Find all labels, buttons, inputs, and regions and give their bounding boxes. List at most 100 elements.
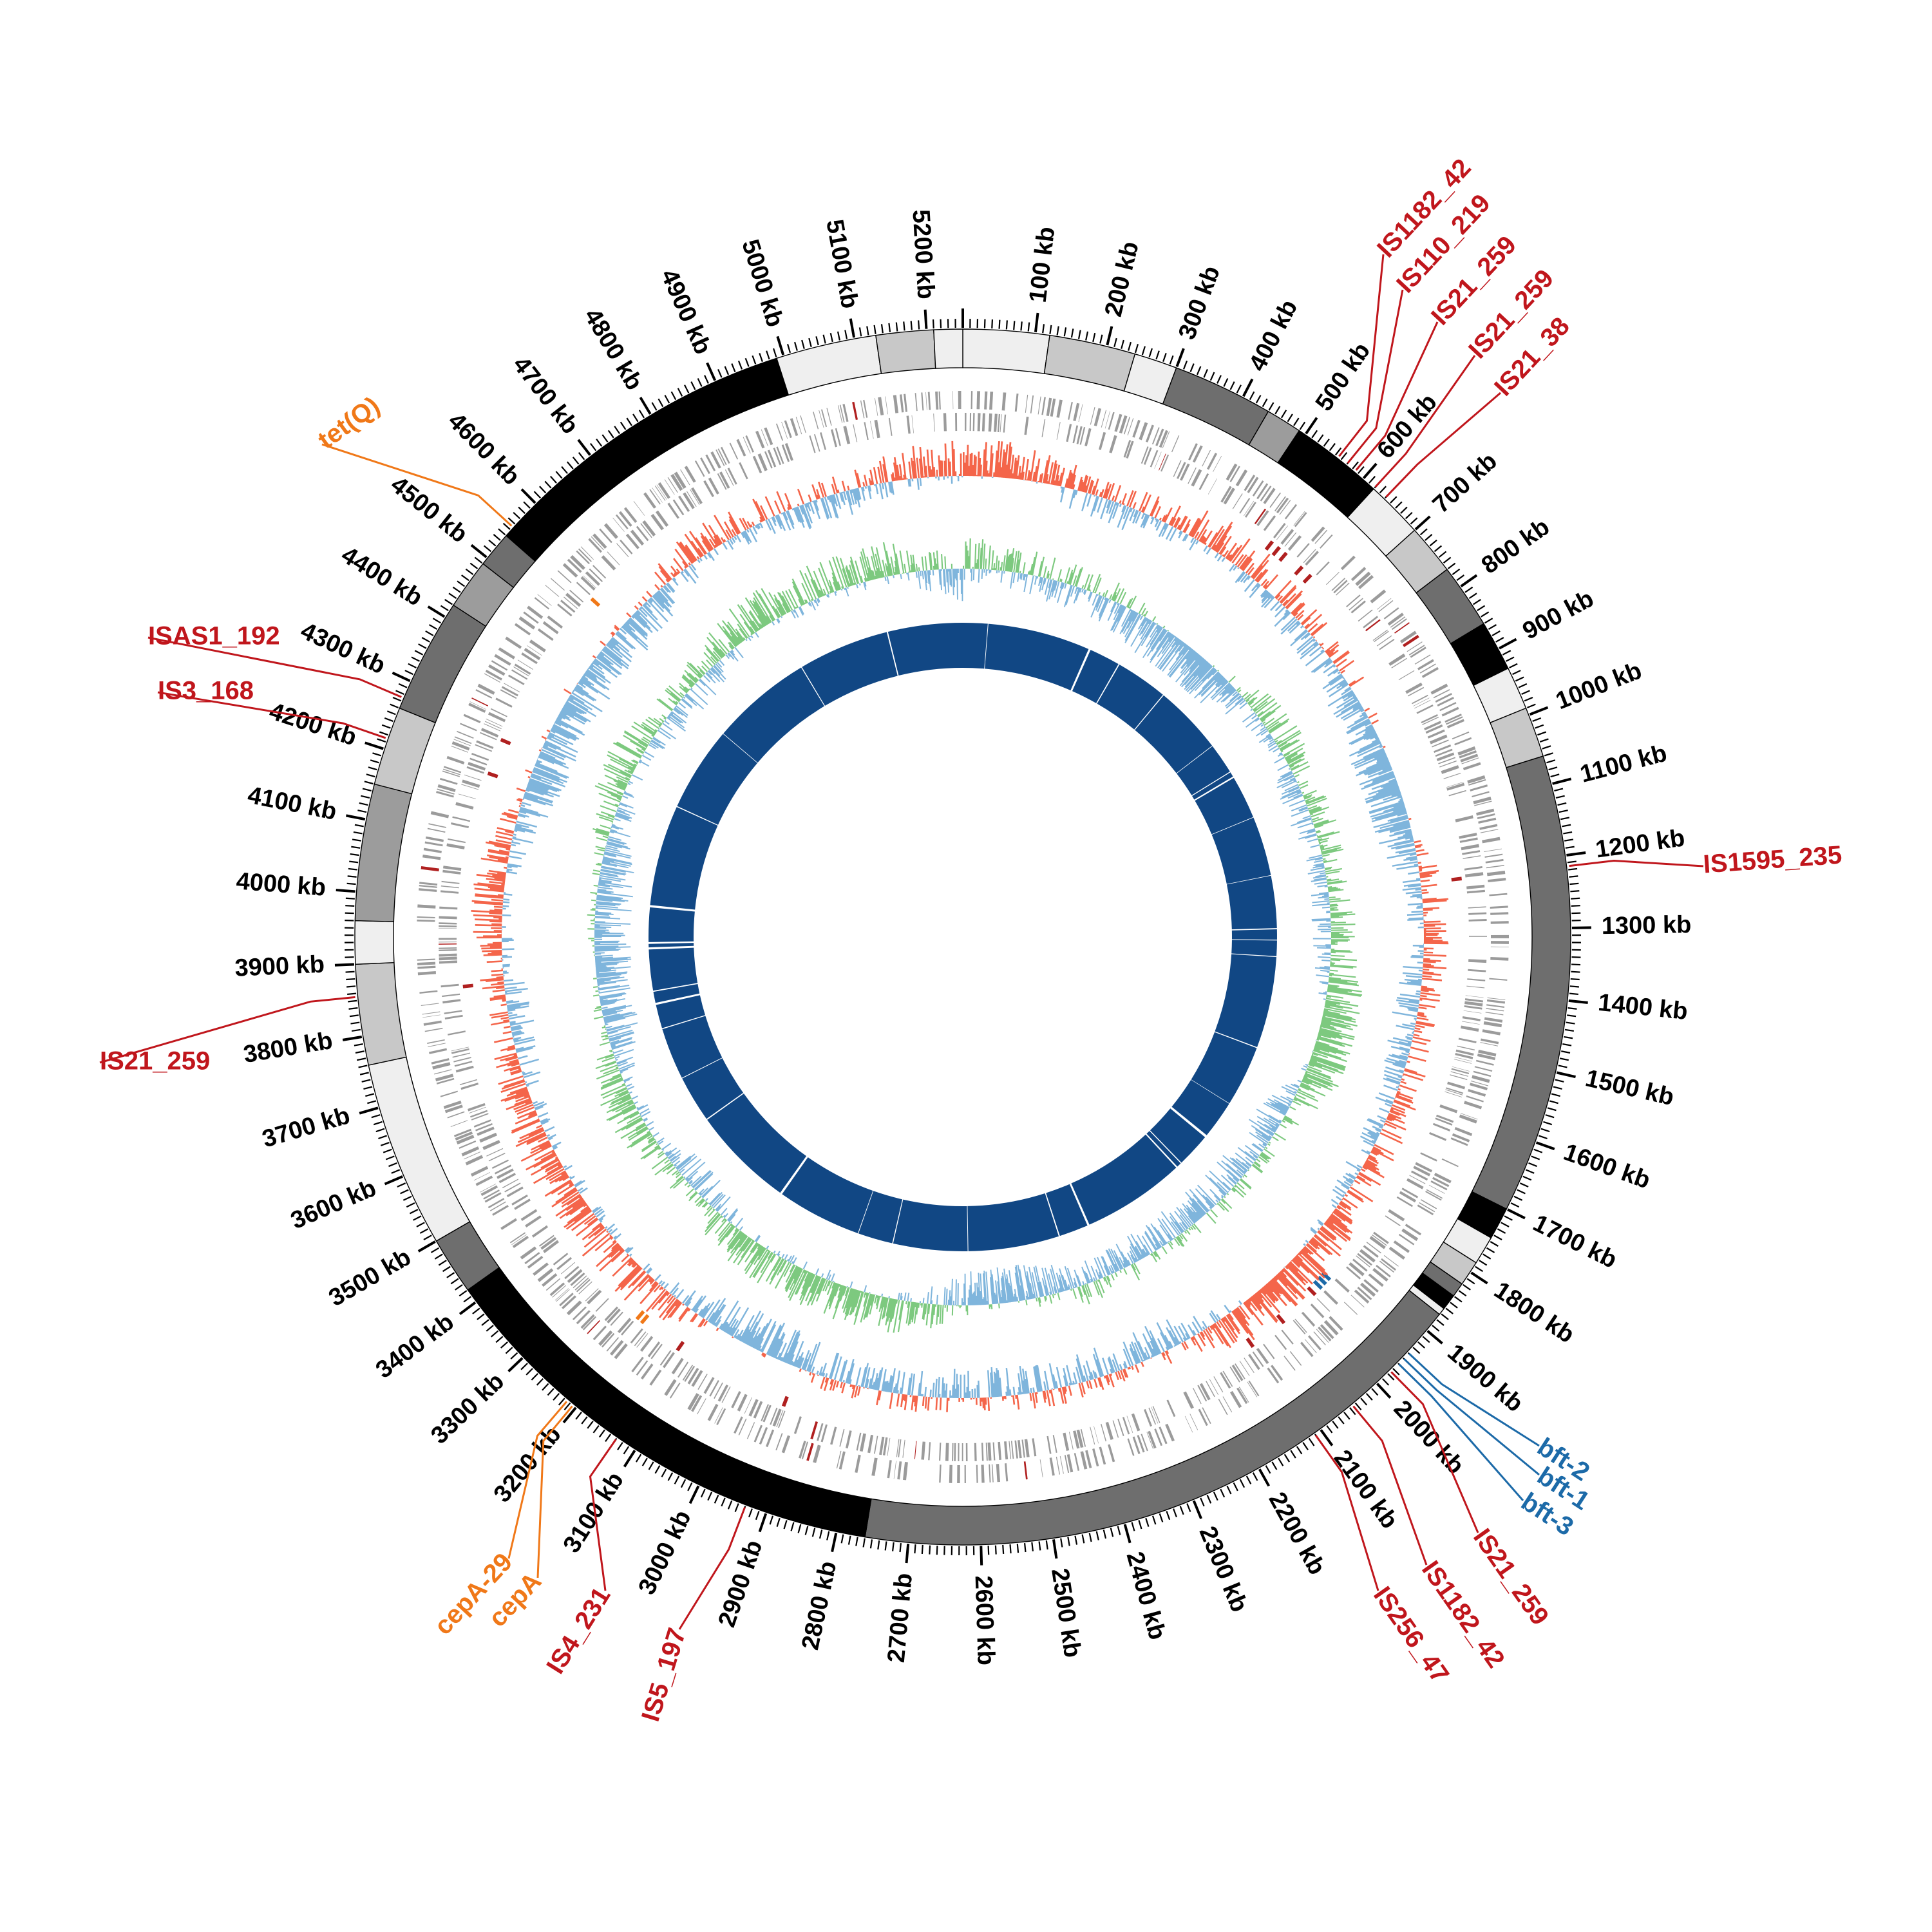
- axis-minor-tick: [1308, 1437, 1315, 1446]
- plot-bar: [1191, 1321, 1200, 1334]
- plot-bar: [994, 1373, 999, 1397]
- plot-bar: [998, 441, 1003, 478]
- plot-bar: [1365, 727, 1375, 734]
- plot-bar: [839, 492, 844, 502]
- axis-minor-tick: [1209, 372, 1215, 381]
- plot-bar: [652, 595, 665, 609]
- plot-bar: [531, 773, 566, 788]
- plot-bar: [526, 1153, 556, 1171]
- plot-bar: [1321, 1018, 1332, 1022]
- plot-bar: [509, 1086, 527, 1094]
- plot-bar: [1315, 874, 1326, 878]
- plot-bar: [1110, 1368, 1113, 1374]
- plot-bar: [1369, 802, 1405, 815]
- plot-bar: [951, 1395, 952, 1398]
- plot-bar: [817, 1374, 819, 1376]
- plot-bar: [1418, 969, 1423, 972]
- plot-bar: [1157, 1229, 1168, 1244]
- plot-bar: [707, 1312, 715, 1322]
- gene-feature: [423, 848, 442, 853]
- plot-bar: [824, 497, 833, 518]
- gene-feature: [1455, 1049, 1474, 1056]
- plot-bar: [1220, 546, 1227, 555]
- plot-bar: [1157, 638, 1180, 668]
- plot-bar: [849, 1379, 852, 1385]
- plot-bar: [1001, 1272, 1007, 1303]
- axis-minor-tick: [1128, 341, 1132, 351]
- plot-bar: [1002, 555, 1006, 571]
- plot-bar: [1188, 1215, 1195, 1224]
- axis-minor-tick: [345, 912, 354, 914]
- plot-bar: [1317, 928, 1331, 931]
- axis-tick-label: 5000 kb: [736, 236, 788, 330]
- plot-bar: [1009, 1270, 1014, 1302]
- plot-bar: [1320, 846, 1325, 849]
- gene-feature: [1226, 463, 1238, 481]
- gene-feature: [1484, 853, 1503, 858]
- plot-bar: [1287, 753, 1304, 764]
- plot-bar: [515, 826, 533, 832]
- axis-tick-label: 2800 kb: [797, 1559, 842, 1653]
- axis-tick-label: 900 kb: [1519, 585, 1598, 645]
- plot-bar: [1310, 1238, 1319, 1247]
- axis-minor-tick: [1479, 1260, 1488, 1266]
- plot-bar: [1329, 969, 1338, 972]
- plot-bar: [1354, 1172, 1359, 1176]
- gene-feature: [462, 779, 480, 788]
- plot-bar: [855, 1291, 864, 1317]
- plot-bar: [1235, 1307, 1250, 1326]
- plot-bar: [1139, 491, 1148, 512]
- annotation-marker: [1271, 545, 1281, 556]
- gene-feature: [1477, 813, 1495, 819]
- plot-bar: [1318, 1222, 1323, 1226]
- plot-bar: [681, 571, 684, 574]
- plot-bar: [1406, 1034, 1414, 1037]
- plot-bar: [544, 1162, 562, 1173]
- plot-bar: [911, 1373, 916, 1396]
- plot-bar: [512, 1032, 525, 1037]
- gene-feature: [422, 1011, 440, 1015]
- axis-minor-tick: [910, 321, 913, 330]
- plot-bar: [1398, 799, 1404, 803]
- plot-bar: [1342, 1197, 1358, 1209]
- plot-bar: [1404, 978, 1422, 982]
- gene-feature: [506, 1186, 524, 1198]
- gene-feature: [592, 1325, 607, 1341]
- plot-bar: [1279, 743, 1291, 750]
- plot-bar: [563, 705, 591, 723]
- plot-bar: [1370, 1151, 1378, 1156]
- gene-feature: [1236, 1387, 1248, 1405]
- gene-feature: [443, 1101, 462, 1110]
- gene-feature: [1463, 1010, 1482, 1014]
- gene-feature: [1254, 508, 1267, 524]
- plot-bar: [1242, 558, 1253, 572]
- plot-bar: [504, 866, 507, 869]
- plot-bar: [658, 1280, 663, 1285]
- plot-bar: [1038, 1297, 1041, 1303]
- plot-bar: [1161, 1352, 1166, 1361]
- plot-bar: [1122, 1341, 1134, 1366]
- plot-bar: [611, 1249, 625, 1263]
- plot-bar: [1302, 616, 1311, 626]
- plot-bar: [1119, 591, 1127, 605]
- plot-bar: [667, 582, 676, 592]
- gene-feature: [419, 884, 437, 888]
- gene-feature: [471, 753, 489, 761]
- plot-bar: [596, 656, 620, 676]
- plot-bar: [1155, 1244, 1160, 1249]
- gene-feature: [1294, 512, 1307, 527]
- plot-bar: [1347, 721, 1371, 735]
- plot-bar: [1329, 974, 1356, 978]
- gene-feature: [561, 1262, 576, 1274]
- plot-bar: [564, 703, 582, 715]
- plot-bar: [989, 569, 990, 574]
- plot-bar: [1005, 549, 1009, 571]
- plot-bar: [1402, 1074, 1404, 1077]
- axis-major-tick: [470, 544, 488, 558]
- plot-bar: [760, 505, 768, 520]
- axis-minor-tick: [425, 630, 434, 636]
- plot-bar: [1359, 771, 1394, 786]
- plot-bar: [1178, 643, 1186, 652]
- plot-bar: [476, 936, 502, 939]
- plot-bar: [503, 974, 505, 977]
